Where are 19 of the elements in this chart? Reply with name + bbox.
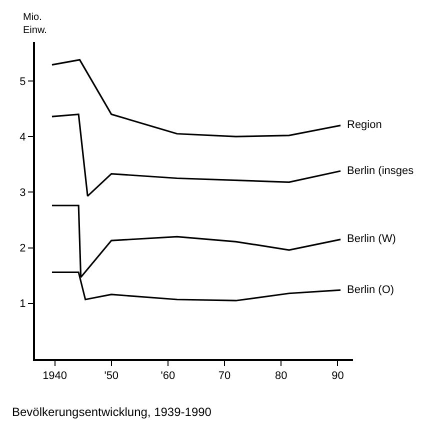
x-tick-label: 90 bbox=[332, 370, 344, 382]
y-tick-label: 1 bbox=[20, 298, 26, 310]
text: Bevölkerungsentwicklung, 1939-1990 bbox=[12, 405, 212, 419]
series-label: Berlin (W) bbox=[347, 233, 396, 245]
line-series bbox=[51, 114, 342, 197]
line-series bbox=[51, 59, 342, 138]
series-label: Region bbox=[347, 119, 382, 131]
x-tick-label: 70 bbox=[218, 370, 231, 382]
x-tick-label: 80 bbox=[275, 370, 288, 382]
y-tick-label: 4 bbox=[20, 131, 26, 144]
x-tick-label: 1940 bbox=[42, 370, 68, 382]
series-label: Berlin (O) bbox=[347, 284, 394, 296]
series-label: Berlin (insges bbox=[347, 165, 414, 177]
y-tick-label: 5 bbox=[20, 76, 26, 88]
x-tick-label: '50 bbox=[104, 370, 119, 382]
y-tick-label: 3 bbox=[20, 187, 26, 200]
y-tick-label: 2 bbox=[20, 242, 26, 255]
y-axis-title: Mio. Einw. bbox=[23, 12, 47, 36]
x-tick-label: '60 bbox=[160, 370, 176, 382]
